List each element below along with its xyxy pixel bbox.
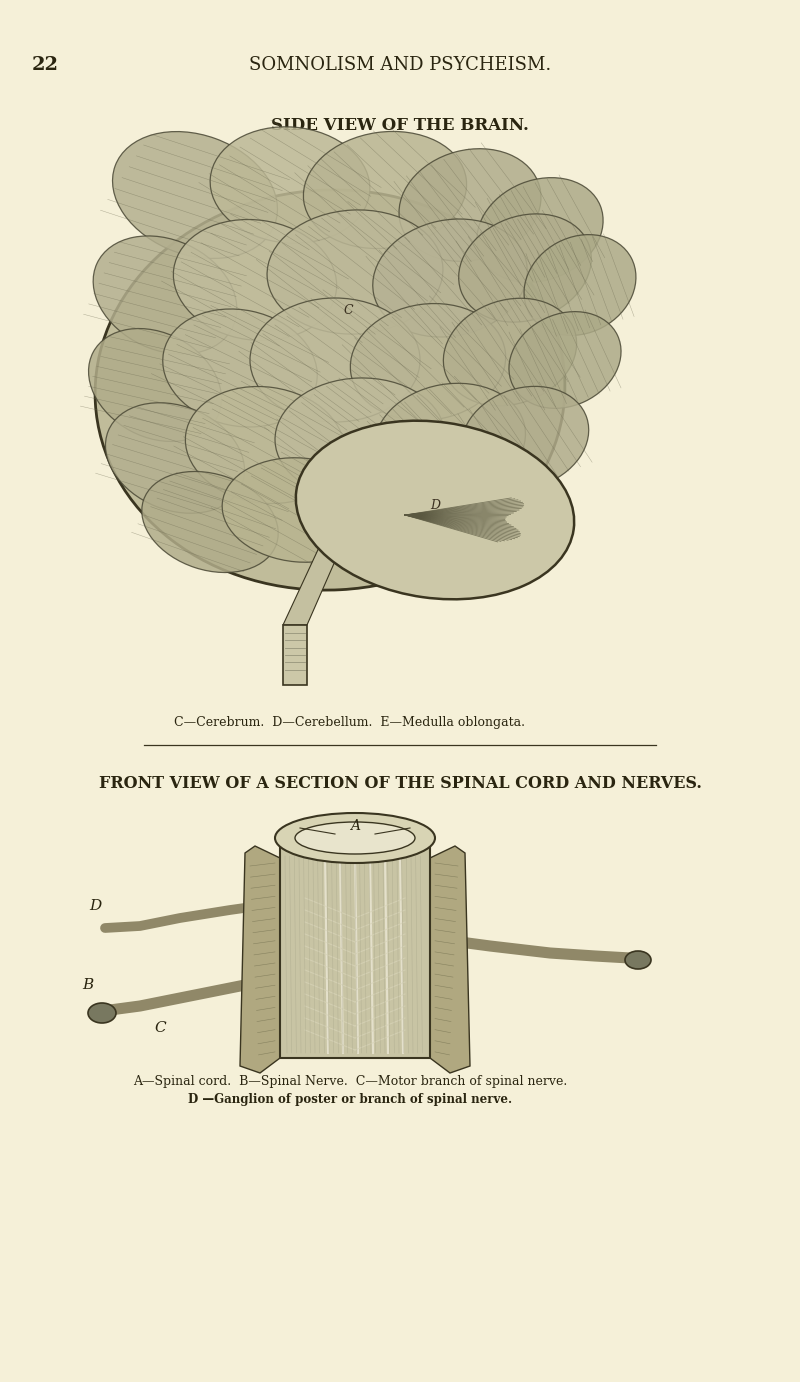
Ellipse shape — [408, 459, 542, 561]
Polygon shape — [240, 846, 280, 1072]
Bar — [283, 625, 307, 685]
Polygon shape — [430, 846, 470, 1072]
Text: SIDE VIEW OF THE BRAIN.: SIDE VIEW OF THE BRAIN. — [271, 116, 529, 134]
Ellipse shape — [275, 377, 445, 498]
Ellipse shape — [509, 311, 621, 408]
Ellipse shape — [250, 299, 420, 422]
Ellipse shape — [113, 131, 278, 258]
Ellipse shape — [458, 214, 591, 322]
Ellipse shape — [93, 236, 237, 354]
Ellipse shape — [89, 329, 222, 441]
Ellipse shape — [462, 387, 589, 489]
Ellipse shape — [295, 822, 415, 854]
Ellipse shape — [95, 189, 565, 590]
Ellipse shape — [477, 178, 603, 282]
Ellipse shape — [524, 235, 636, 336]
Text: B: B — [82, 978, 94, 992]
Text: FRONT VIEW OF A SECTION OF THE SPINAL CORD AND NERVES.: FRONT VIEW OF A SECTION OF THE SPINAL CO… — [98, 774, 702, 792]
Text: D —Ganglion of poster or branch of spinal nerve.: D —Ganglion of poster or branch of spina… — [188, 1093, 512, 1107]
Ellipse shape — [210, 127, 370, 243]
Text: 22: 22 — [31, 57, 58, 75]
Ellipse shape — [399, 149, 541, 261]
Ellipse shape — [267, 210, 443, 334]
Ellipse shape — [186, 387, 345, 503]
Polygon shape — [283, 470, 375, 625]
Ellipse shape — [142, 471, 278, 572]
Text: SOMNOLISM AND PSYCHEISM.: SOMNOLISM AND PSYCHEISM. — [249, 57, 551, 75]
Text: A: A — [350, 820, 360, 833]
Ellipse shape — [162, 310, 318, 427]
Text: C—Cerebrum.  D—Cerebellum.  E—Medulla oblongata.: C—Cerebrum. D—Cerebellum. E—Medulla oblo… — [174, 716, 526, 728]
Ellipse shape — [174, 220, 337, 340]
Ellipse shape — [625, 951, 651, 969]
Ellipse shape — [88, 1003, 116, 1023]
Bar — [280, 837, 430, 1059]
Ellipse shape — [296, 420, 574, 600]
Text: A—Spinal cord.  B—Spinal Nerve.  C—Motor branch of spinal nerve.: A—Spinal cord. B—Spinal Nerve. C—Motor b… — [133, 1075, 567, 1089]
Ellipse shape — [443, 299, 577, 406]
Text: D: D — [430, 499, 440, 511]
Text: C: C — [343, 304, 353, 316]
Ellipse shape — [106, 402, 245, 513]
Ellipse shape — [310, 451, 470, 560]
Ellipse shape — [374, 383, 526, 496]
Ellipse shape — [350, 304, 506, 420]
Ellipse shape — [303, 131, 466, 249]
Ellipse shape — [222, 457, 378, 562]
Text: D: D — [89, 900, 101, 914]
Ellipse shape — [275, 813, 435, 862]
Text: C: C — [154, 1021, 166, 1035]
Ellipse shape — [373, 218, 527, 337]
